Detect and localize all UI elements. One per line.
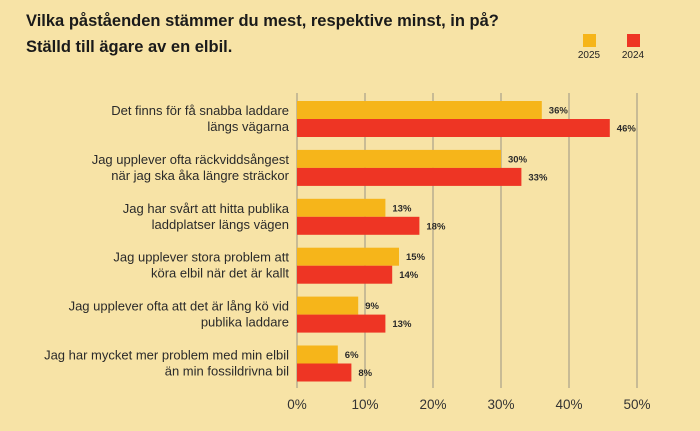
category-label-2-line-0: Jag har svårt att hitta publika [123, 201, 290, 216]
category-label-4-line-1: publika laddare [201, 315, 289, 330]
data-label-2024-2: 18% [426, 221, 446, 232]
data-label-2024-5: 8% [358, 368, 372, 379]
data-label-2024-1: 33% [528, 172, 548, 183]
legend-item-2025: 2025 [569, 34, 609, 61]
bar-2024-3 [297, 265, 393, 284]
chart-subtitle: Ställd till ägare av en elbil. [26, 38, 233, 56]
category-label-0-line-0: Det finns för få snabba laddare [111, 103, 289, 118]
bar-2024-2 [297, 216, 420, 235]
bar-2025-1 [297, 149, 501, 168]
category-label-5-line-0: Jag har mycket mer problem med min elbil [44, 348, 289, 363]
x-tick-label: 50% [623, 397, 650, 412]
data-label-2025-1: 30% [508, 154, 528, 165]
data-label-2024-4: 13% [392, 319, 412, 330]
data-label-2025-2: 13% [392, 203, 412, 214]
x-tick-label: 20% [419, 397, 446, 412]
chart-title: Vilka påståenden stämmer du mest, respek… [26, 12, 499, 30]
data-label-2025-5: 6% [345, 350, 359, 361]
category-label-0-line-1: längs vägarna [207, 119, 289, 134]
x-tick-label: 40% [555, 397, 582, 412]
data-label-2025-3: 15% [406, 252, 426, 263]
bar-2024-1 [297, 167, 522, 186]
category-label-1-line-1: när jag ska åka längre sträckor [111, 168, 289, 183]
bar-2024-5 [297, 363, 352, 382]
data-label-2024-0: 46% [617, 124, 637, 135]
legend-label-2024: 2024 [621, 50, 645, 61]
category-label-5-line-1: än min fossildrivna bil [165, 364, 289, 379]
x-tick-label: 30% [487, 397, 514, 412]
data-label-2024-3: 14% [399, 270, 419, 281]
legend-item-2024: 2024 [613, 34, 653, 61]
bar-2025-2 [297, 198, 386, 217]
legend-swatch-2024 [626, 34, 640, 47]
bar-2025-5 [297, 345, 338, 364]
bar-2025-3 [297, 247, 399, 266]
category-label-3-line-1: köra elbil när det är kallt [151, 266, 289, 281]
bar-2025-4 [297, 296, 359, 315]
data-label-2025-4: 9% [365, 301, 379, 312]
legend-swatch-2025 [582, 34, 596, 47]
bar-2024-0 [297, 119, 610, 137]
category-label-3-line-0: Jag upplever stora problem att [113, 250, 289, 265]
bar-2024-4 [297, 314, 386, 333]
category-label-2-line-1: laddplatser längs vägen [152, 217, 289, 232]
category-label-1-line-0: Jag upplever ofta räckviddsångest [92, 152, 290, 167]
x-tick-label: 0% [287, 397, 307, 412]
data-label-2025-0: 36% [549, 106, 569, 117]
x-tick-label: 10% [351, 397, 378, 412]
legend-label-2025: 2025 [577, 50, 601, 61]
category-label-4-line-0: Jag upplever ofta att det är lång kö vid [69, 299, 289, 314]
bar-2025-0 [297, 101, 542, 119]
